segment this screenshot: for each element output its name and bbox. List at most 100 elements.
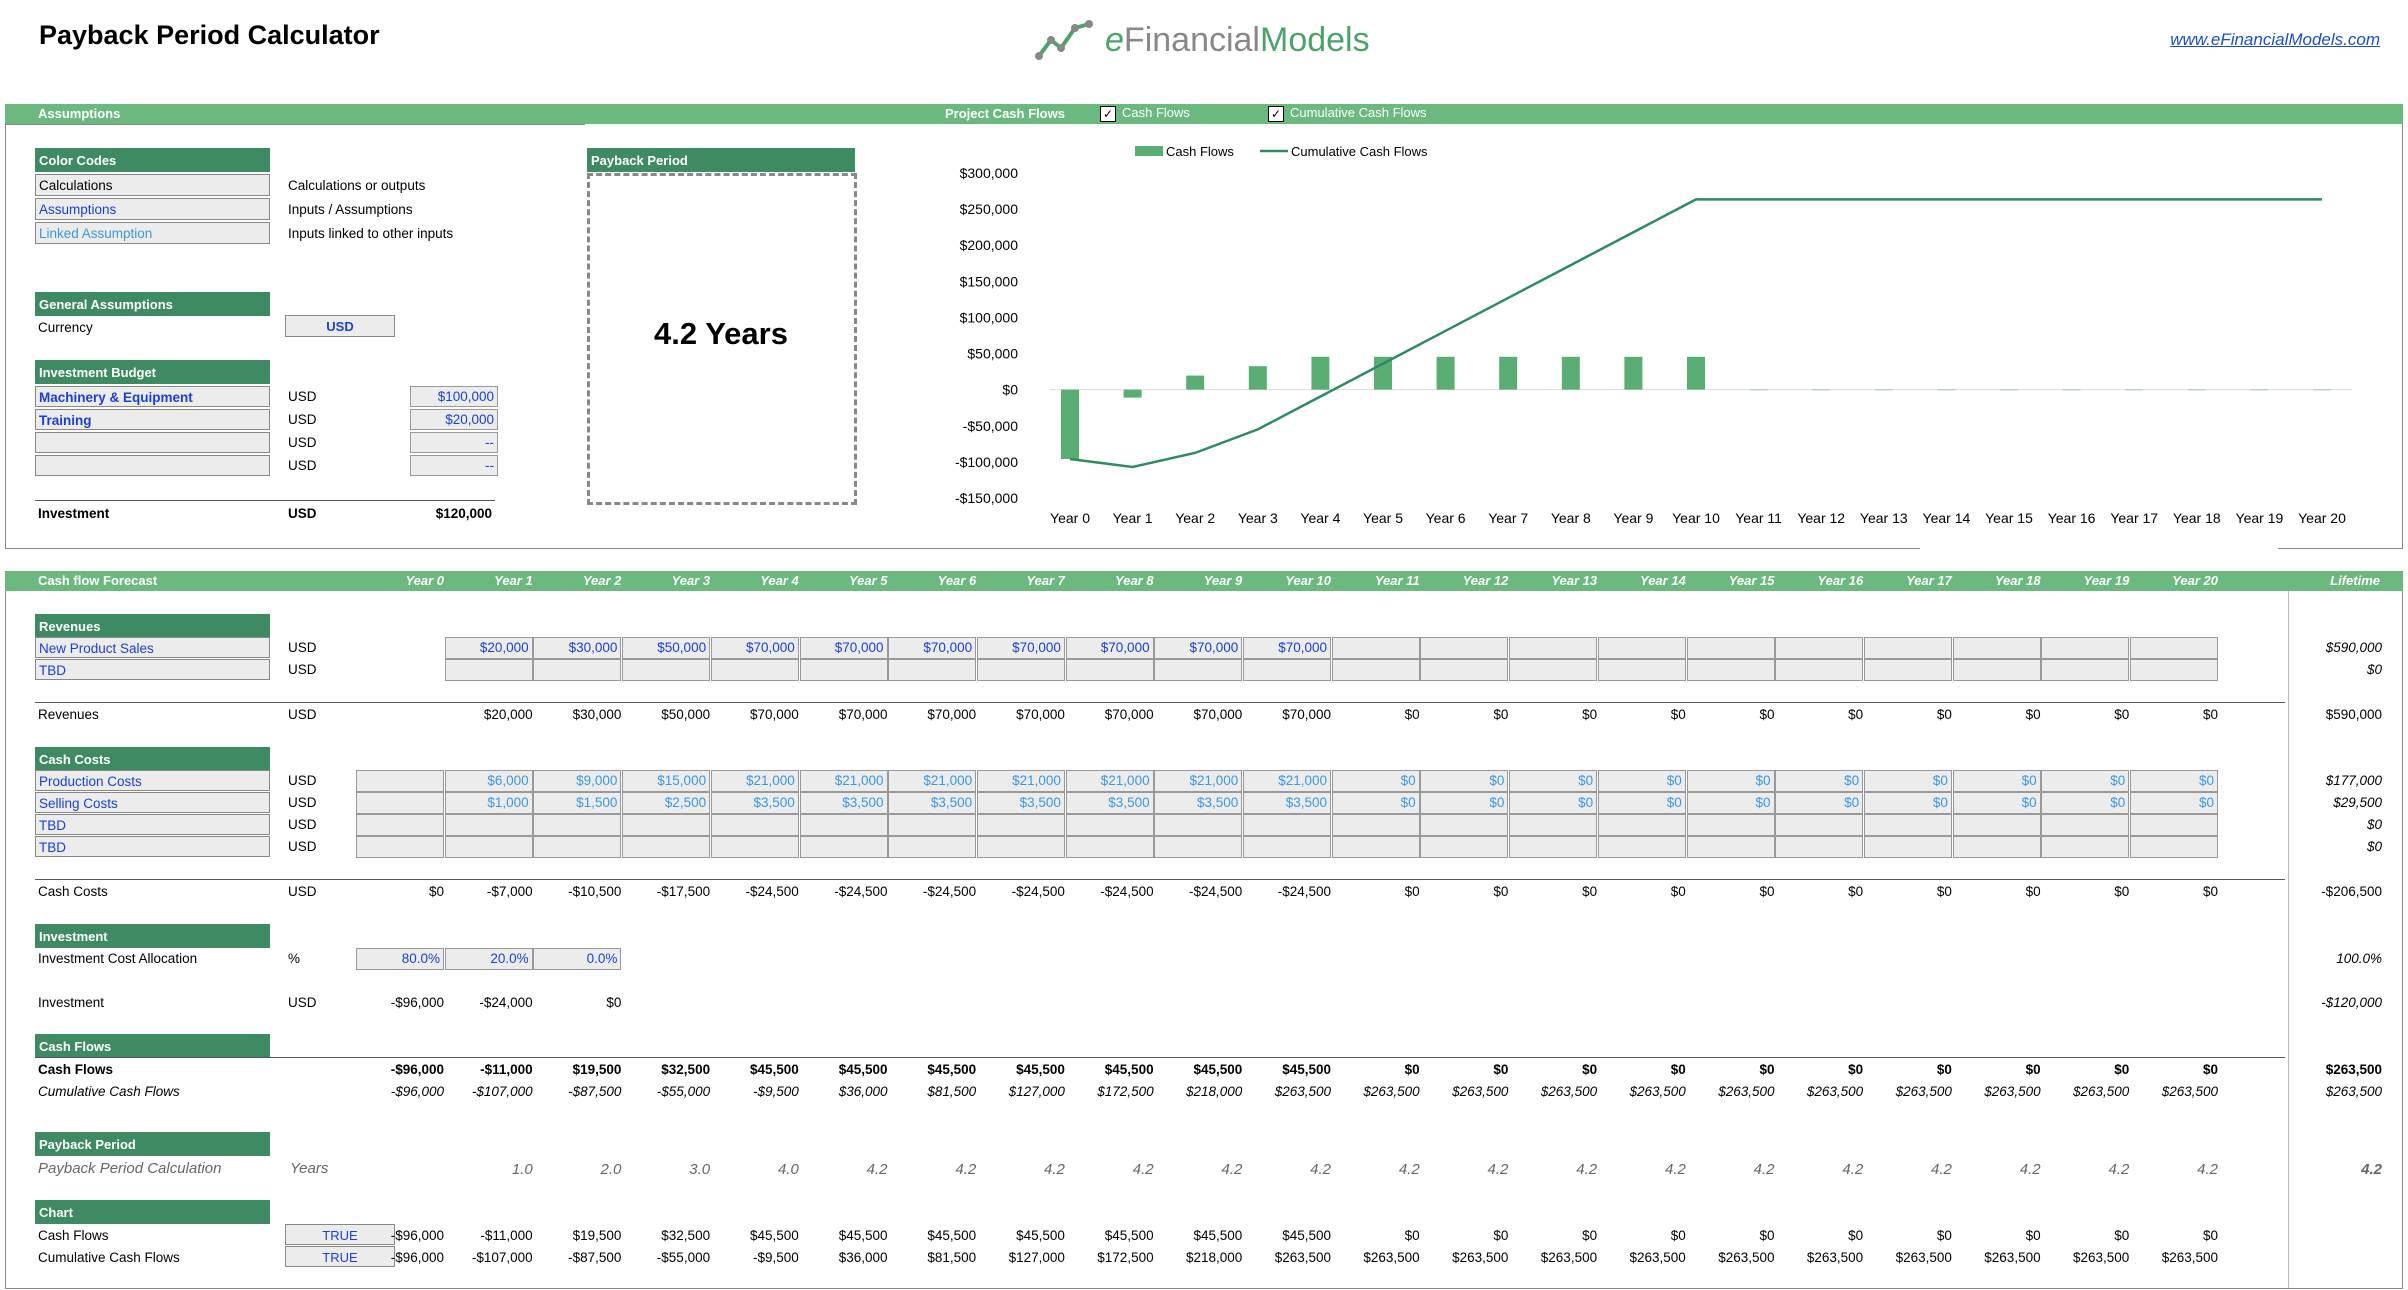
currency-input[interactable]: USD	[285, 315, 395, 337]
input-cell[interactable]: $70,000	[710, 637, 799, 659]
input-cell[interactable]: $70,000	[799, 637, 888, 659]
input-cell[interactable]: $0	[1331, 770, 1420, 792]
input-cell[interactable]	[622, 659, 711, 681]
input-cell[interactable]	[1597, 836, 1686, 858]
input-cell[interactable]	[799, 659, 888, 681]
input-cell[interactable]: $3,500	[710, 792, 799, 814]
chart-cash-flows-flag[interactable]: TRUE	[285, 1224, 395, 1245]
input-cell[interactable]	[888, 814, 977, 836]
input-cell[interactable]: $70,000	[976, 637, 1065, 659]
input-cell[interactable]: $0	[1952, 770, 2041, 792]
input-cell[interactable]	[1686, 659, 1775, 681]
input-cell[interactable]	[1509, 637, 1598, 659]
revenue-item-name[interactable]: TBD	[35, 659, 270, 680]
input-cell[interactable]	[1775, 836, 1864, 858]
input-cell[interactable]: $3,500	[1243, 792, 1331, 814]
checkbox-icon[interactable]: ✓	[1100, 105, 1116, 122]
input-cell[interactable]	[622, 836, 711, 858]
input-cell[interactable]: $0	[1420, 770, 1509, 792]
input-cell[interactable]	[356, 770, 444, 792]
input-cell[interactable]	[2041, 836, 2130, 858]
input-cell[interactable]: $0	[1863, 770, 1952, 792]
cost-item-name[interactable]: Production Costs	[35, 770, 270, 791]
budget-item-name[interactable]	[35, 455, 270, 476]
input-cell[interactable]	[1243, 814, 1331, 836]
input-cell[interactable]: $0	[2041, 792, 2130, 814]
input-cell[interactable]	[1597, 637, 1686, 659]
input-cell[interactable]	[1775, 659, 1864, 681]
input-cell[interactable]	[1509, 836, 1598, 858]
input-cell[interactable]: $0	[1863, 792, 1952, 814]
input-cell[interactable]: $3,500	[888, 792, 977, 814]
input-cell[interactable]: $30,000	[533, 637, 622, 659]
input-cell[interactable]: $3,500	[1065, 792, 1154, 814]
input-cell[interactable]	[444, 836, 533, 858]
input-cell[interactable]	[1243, 836, 1331, 858]
input-cell[interactable]	[356, 814, 444, 836]
input-cell[interactable]: $0	[1775, 792, 1864, 814]
input-cell[interactable]	[1863, 836, 1952, 858]
input-cell[interactable]: $0	[1952, 792, 2041, 814]
input-cell[interactable]: $21,000	[799, 770, 888, 792]
input-cell[interactable]	[1331, 659, 1420, 681]
revenue-item-name[interactable]: New Product Sales	[35, 637, 270, 658]
input-cell[interactable]	[1686, 814, 1775, 836]
input-cell[interactable]	[1775, 814, 1864, 836]
input-cell[interactable]	[533, 836, 622, 858]
input-cell[interactable]	[1597, 814, 1686, 836]
input-cell[interactable]	[1065, 659, 1154, 681]
input-cell[interactable]: $0	[2130, 792, 2218, 814]
input-cell[interactable]	[1952, 637, 2041, 659]
input-cell[interactable]: $21,000	[710, 770, 799, 792]
input-cell[interactable]	[444, 814, 533, 836]
input-cell[interactable]	[888, 836, 977, 858]
input-cell[interactable]: 0.0%	[533, 948, 622, 970]
input-cell[interactable]: $70,000	[1154, 637, 1243, 659]
input-cell[interactable]	[710, 814, 799, 836]
input-cell[interactable]	[1065, 836, 1154, 858]
input-cell[interactable]: $9,000	[533, 770, 622, 792]
input-cell[interactable]: $0	[1597, 792, 1686, 814]
input-cell[interactable]: $1,000	[444, 792, 533, 814]
input-cell[interactable]	[622, 814, 711, 836]
input-cell[interactable]	[1065, 814, 1154, 836]
input-cell[interactable]: $20,000	[444, 637, 533, 659]
input-cell[interactable]	[1597, 659, 1686, 681]
input-cell[interactable]: $0	[2041, 770, 2130, 792]
chart-cumulative-flag[interactable]: TRUE	[285, 1246, 395, 1267]
input-cell[interactable]: $21,000	[976, 770, 1065, 792]
toggle-cumulative[interactable]: ✓ Cumulative Cash Flows	[1268, 105, 1427, 122]
input-cell[interactable]	[976, 814, 1065, 836]
budget-item-value[interactable]: $100,000	[410, 386, 498, 407]
input-cell[interactable]	[1952, 814, 2041, 836]
input-cell[interactable]	[1686, 637, 1775, 659]
input-cell[interactable]	[1863, 659, 1952, 681]
budget-item-value[interactable]: --	[410, 455, 498, 476]
cost-item-name[interactable]: TBD	[35, 836, 270, 857]
input-cell[interactable]	[799, 836, 888, 858]
input-cell[interactable]: $0	[1775, 770, 1864, 792]
input-cell[interactable]: $0	[1597, 770, 1686, 792]
input-cell[interactable]	[2041, 814, 2130, 836]
input-cell[interactable]	[2041, 659, 2130, 681]
input-cell[interactable]	[1420, 836, 1509, 858]
input-cell[interactable]: $70,000	[888, 637, 977, 659]
input-cell[interactable]	[2041, 637, 2130, 659]
input-cell[interactable]	[1331, 814, 1420, 836]
input-cell[interactable]	[1331, 836, 1420, 858]
input-cell[interactable]: $21,000	[1243, 770, 1331, 792]
input-cell[interactable]: $0	[1686, 770, 1775, 792]
input-cell[interactable]: $21,000	[888, 770, 977, 792]
input-cell[interactable]	[1863, 814, 1952, 836]
input-cell[interactable]: $0	[2130, 770, 2218, 792]
budget-item-name[interactable]: Machinery & Equipment	[35, 386, 270, 407]
input-cell[interactable]	[976, 836, 1065, 858]
input-cell[interactable]	[356, 836, 444, 858]
input-cell[interactable]	[2130, 659, 2218, 681]
input-cell[interactable]	[533, 814, 622, 836]
input-cell[interactable]	[976, 659, 1065, 681]
input-cell[interactable]	[799, 814, 888, 836]
input-cell[interactable]: $0	[1420, 792, 1509, 814]
input-cell[interactable]	[444, 659, 533, 681]
input-cell[interactable]	[1686, 836, 1775, 858]
